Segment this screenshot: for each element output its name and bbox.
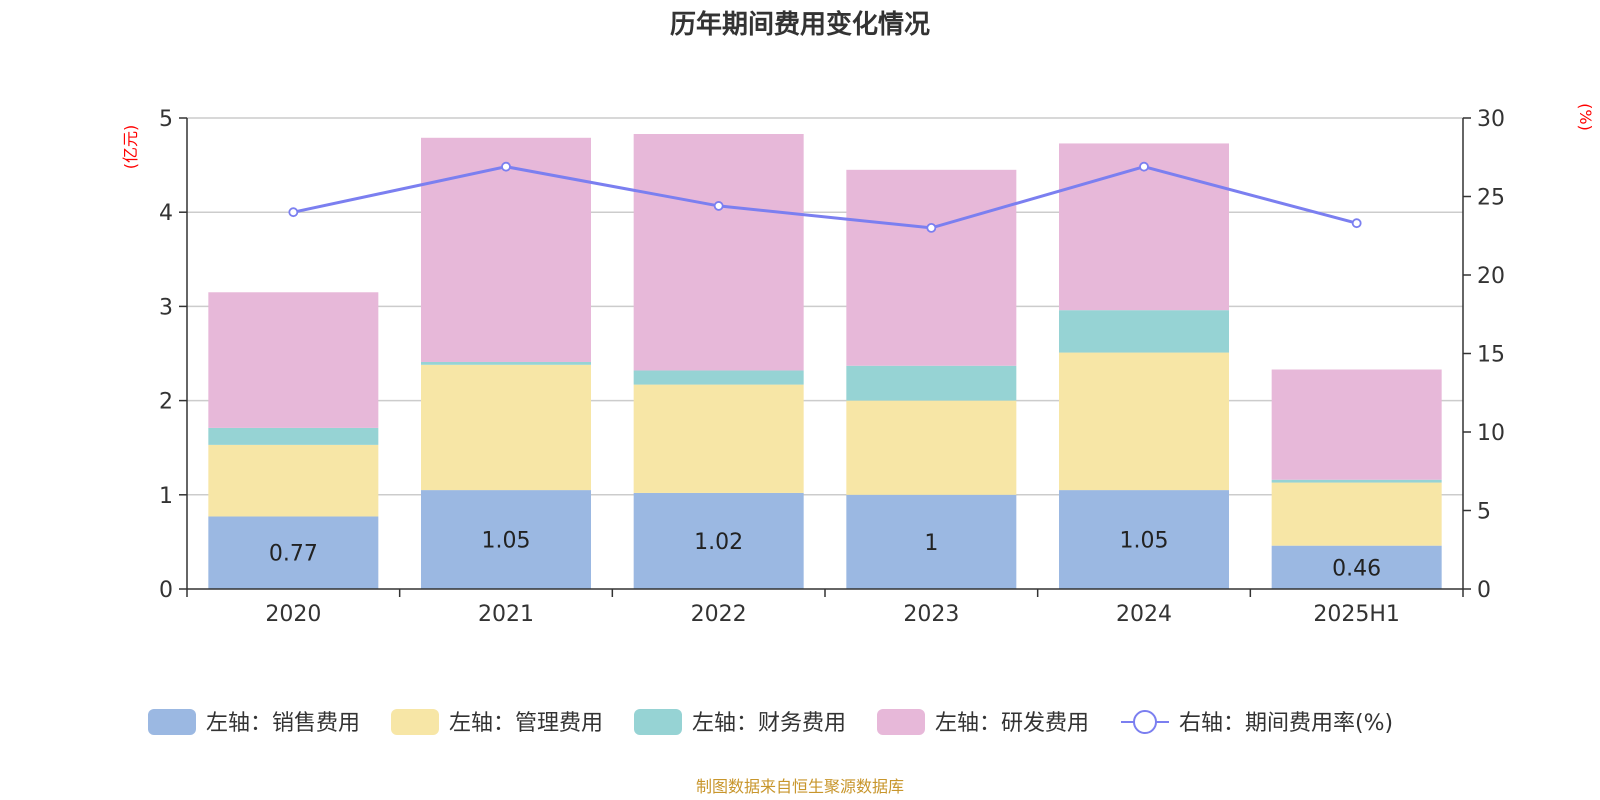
right-axis-tick-label: 5 (1477, 500, 1491, 525)
data-label-sales: 1 (924, 531, 938, 556)
bar-admin (1271, 482, 1442, 546)
rate-point (501, 161, 511, 172)
bar-sales (421, 490, 591, 589)
bar-admin (1059, 352, 1229, 491)
rate-line (288, 161, 1362, 233)
legend-swatch-rate-marker (1133, 710, 1157, 734)
right-axis-tick-label: 30 (1477, 107, 1505, 132)
rate-point (1139, 161, 1149, 172)
right-axis-tick-label: 10 (1477, 421, 1505, 446)
bar-rnd (846, 169, 1017, 366)
legend-label-rate: 右轴：期间费用率(%) (1179, 711, 1393, 736)
bar-sales (1059, 490, 1229, 589)
x-axis-tick-label: 2022 (691, 602, 747, 627)
right-axis-tick-label: 20 (1477, 264, 1505, 289)
x-axis-tick-label: 2023 (903, 602, 959, 627)
left-axis-tick-label: 0 (159, 578, 173, 603)
left-axis-tick-label: 3 (159, 295, 173, 320)
bar-admin (633, 384, 804, 493)
legend-swatch-rnd (877, 709, 925, 735)
rate-point (288, 207, 299, 218)
x-axis-tick-label: 2020 (265, 602, 321, 627)
bar-finance (421, 361, 591, 365)
bar-rnd (1271, 369, 1442, 480)
bar-sales (633, 492, 804, 589)
x-axis-tick-label: 2025H1 (1313, 602, 1400, 627)
bar-finance (846, 365, 1017, 401)
right-axis-tick-label: 0 (1477, 578, 1491, 603)
left-axis-tick-label: 4 (159, 201, 173, 226)
rate-point (1351, 218, 1362, 229)
bar-rnd (633, 134, 804, 371)
data-label-sales: 1.05 (1120, 529, 1169, 554)
data-label-sales: 1.05 (482, 529, 531, 554)
legend-label-finance: 左轴：财务费用 (692, 711, 846, 736)
source-note: 制图数据来自恒生聚源数据库 (696, 777, 904, 796)
data-label-sales: 1.02 (694, 530, 743, 555)
legend-label-rnd: 左轴：研发费用 (935, 711, 1089, 736)
bar-sales (846, 494, 1017, 589)
legend-swatch-finance (634, 709, 682, 735)
left-axis-tick-label: 2 (159, 390, 173, 415)
bar-rnd (208, 292, 379, 428)
bar-sales (1271, 545, 1442, 589)
data-labels: 0.77 1.05 1.02 1 1.05 0.46 (269, 529, 1381, 582)
bar-admin (421, 364, 591, 491)
right-axis-unit: (%) (1576, 103, 1595, 131)
legend-swatch-admin (391, 709, 439, 735)
bar-finance (208, 427, 379, 445)
rate-point (926, 222, 937, 233)
bars (208, 134, 1442, 589)
bar-sales (208, 516, 379, 589)
legend-swatch-sales (148, 709, 196, 735)
chart-title: 历年期间费用变化情况 (670, 9, 930, 40)
rate-point (713, 201, 724, 211)
legend: 左轴：销售费用 左轴：管理费用 左轴：财务费用 左轴：研发费用 右轴：期间费用率(%) (148, 709, 1393, 736)
x-axis-tick-label: 2021 (478, 602, 534, 627)
bar-finance (1059, 310, 1229, 353)
data-label-sales: 0.77 (269, 542, 318, 567)
bar-admin (208, 444, 379, 517)
bar-finance (633, 370, 804, 385)
bar-rnd (421, 137, 591, 362)
x-axis-tick-label: 2024 (1116, 602, 1172, 627)
data-label-sales: 0.46 (1332, 556, 1381, 581)
bar-admin (846, 400, 1017, 495)
legend-label-admin: 左轴：管理费用 (449, 711, 603, 736)
left-axis-tick-label: 5 (159, 107, 173, 132)
left-axis-tick-label: 1 (159, 484, 173, 509)
right-axis-tick-label: 15 (1477, 343, 1505, 368)
legend-label-sales: 左轴：销售费用 (206, 711, 360, 736)
left-axis-unit: (亿元) (121, 125, 140, 170)
bar-finance (1271, 479, 1442, 483)
right-axis-tick-label: 25 (1477, 186, 1505, 211)
rate-line-path (293, 165, 1358, 230)
axes: 0 1 2 3 4 5 0 5 10 15 20 25 30 2020 2021 2022 2023 2024 20… (159, 107, 1505, 627)
grid-lines (187, 117, 1463, 496)
